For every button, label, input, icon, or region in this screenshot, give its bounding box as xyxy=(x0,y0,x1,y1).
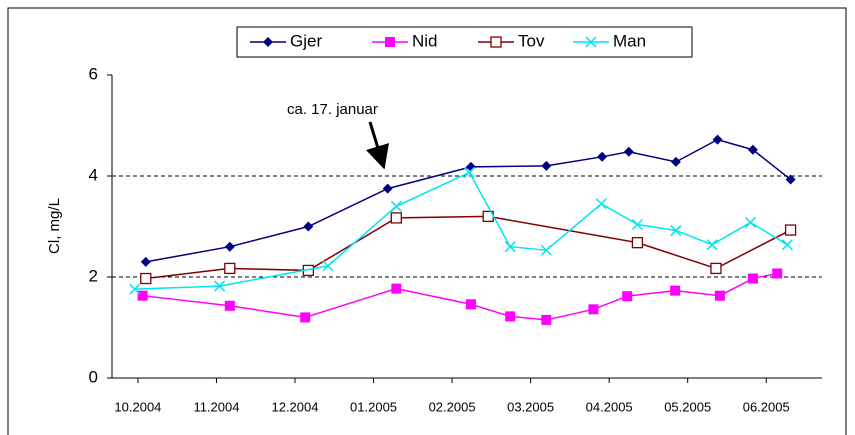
x-tick-label: 04.2005 xyxy=(586,399,633,414)
legend-box xyxy=(236,26,693,58)
y-tick-label: 0 xyxy=(89,367,98,386)
y-tick-label: 4 xyxy=(89,165,98,184)
x-tick-label: 01.2005 xyxy=(350,399,397,414)
marker xyxy=(622,291,633,302)
marker xyxy=(224,300,235,311)
marker xyxy=(597,151,608,162)
marker xyxy=(784,224,797,236)
marker xyxy=(140,272,152,285)
marker xyxy=(540,244,552,256)
legend-marker xyxy=(385,37,395,47)
marker xyxy=(744,216,757,228)
marker xyxy=(224,262,236,275)
marker xyxy=(712,134,723,145)
marker xyxy=(322,260,334,272)
marker xyxy=(214,280,226,292)
marker xyxy=(747,273,758,284)
marker xyxy=(465,299,476,310)
x-tick-label: 10.2004 xyxy=(114,399,161,414)
marker xyxy=(631,218,643,231)
series-line xyxy=(145,215,791,280)
marker xyxy=(714,290,725,301)
legend-label: Nid xyxy=(412,31,438,50)
chart-frame xyxy=(7,7,847,435)
marker xyxy=(390,212,402,224)
legend-label: Gjer xyxy=(290,31,322,50)
marker xyxy=(670,156,681,167)
y-tick-label: 2 xyxy=(89,266,98,285)
marker xyxy=(670,225,682,237)
annotation-arrow xyxy=(366,121,389,170)
x-tick-label: 12.2004 xyxy=(271,399,318,414)
y-tick-label: 6 xyxy=(89,64,98,83)
x-tick-label: 11.2004 xyxy=(193,399,239,414)
marker xyxy=(595,198,607,210)
marker xyxy=(710,262,722,275)
legend-marker xyxy=(585,36,597,48)
marker xyxy=(781,239,793,251)
marker xyxy=(631,237,644,249)
x-tick-label: 05.2005 xyxy=(664,399,711,414)
marker xyxy=(303,221,314,232)
marker xyxy=(772,268,783,279)
marker xyxy=(140,256,151,267)
y-axis-label: Cl, mg/L xyxy=(46,198,63,254)
x-tick-label: 06.2005 xyxy=(743,399,790,414)
legend-label: Man xyxy=(613,31,646,50)
marker xyxy=(224,241,235,252)
marker xyxy=(588,304,599,315)
x-tick-label: 03.2005 xyxy=(507,399,554,414)
x-tick-label: 02.2005 xyxy=(429,399,476,414)
marker xyxy=(463,166,475,178)
marker xyxy=(390,200,402,212)
marker xyxy=(504,241,516,253)
marker xyxy=(623,146,634,157)
marker xyxy=(129,283,141,295)
legend-label: Tov xyxy=(518,31,545,50)
marker xyxy=(785,174,796,185)
legend-marker xyxy=(490,36,502,48)
marker xyxy=(747,144,758,155)
marker xyxy=(137,290,148,301)
marker xyxy=(300,312,311,323)
annotation: ca. 17. januar xyxy=(287,101,378,118)
marker xyxy=(541,314,552,325)
marker xyxy=(391,283,402,294)
series-line xyxy=(145,138,792,263)
legend-marker xyxy=(263,37,273,47)
marker xyxy=(382,183,393,194)
marker xyxy=(541,160,552,171)
marker xyxy=(670,285,681,296)
series-line xyxy=(142,272,778,321)
marker xyxy=(706,239,718,251)
marker xyxy=(505,311,516,322)
